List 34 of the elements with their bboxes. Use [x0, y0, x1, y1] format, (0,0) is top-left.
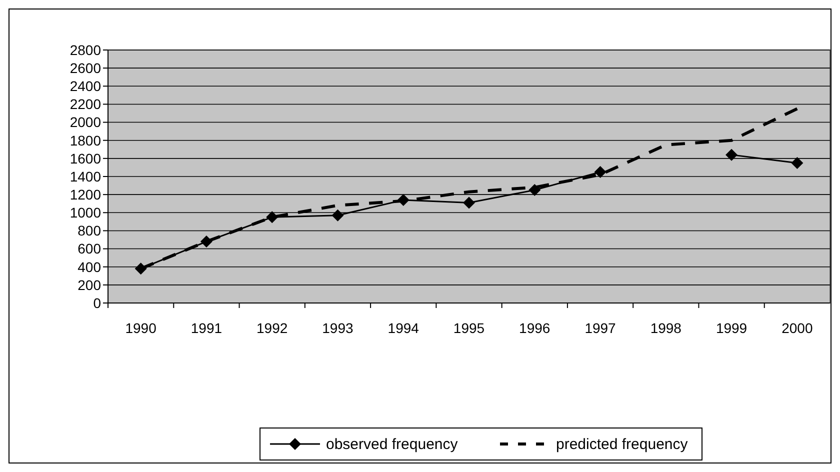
y-tick-label: 1200 [70, 186, 102, 202]
x-tick-label: 1990 [125, 320, 157, 336]
y-tick-label: 2000 [70, 114, 102, 130]
y-tick-label: 1400 [70, 168, 102, 184]
x-tick-label: 1994 [388, 320, 420, 336]
legend-label: observed frequency [326, 436, 458, 453]
x-tick-label: 1996 [519, 320, 550, 336]
y-tick-label: 2800 [70, 42, 102, 58]
x-tick-label: 1998 [650, 320, 682, 336]
x-tick-label: 2000 [782, 320, 813, 336]
y-tick-label: 400 [78, 258, 102, 275]
y-tick-label: 0 [93, 294, 102, 311]
x-tick-label: 1997 [584, 320, 616, 336]
point [528, 184, 541, 196]
y-tick-label: 2600 [70, 60, 102, 76]
y-tick-label: 800 [78, 222, 102, 239]
x-tick-label: 1991 [190, 320, 222, 336]
point [791, 156, 804, 169]
x-tick-label: 1992 [256, 320, 288, 336]
x-tick-label: 1995 [453, 320, 485, 336]
y-tick-label: 2400 [70, 78, 102, 94]
y-tick-label: 1800 [70, 132, 102, 148]
y-tick-label: 200 [78, 276, 102, 293]
x-tick-label: 1999 [716, 320, 748, 336]
legend-label: predicted frequency [556, 436, 688, 453]
point [726, 148, 738, 161]
x-tick-label: 1993 [322, 320, 354, 336]
y-tick-label: 1000 [70, 204, 102, 221]
point [594, 166, 606, 178]
y-tick-label: 2200 [70, 96, 102, 112]
y-tick-label: 600 [78, 240, 102, 257]
point [463, 196, 475, 209]
y-tick-label: 1600 [70, 150, 102, 166]
point [332, 209, 344, 222]
